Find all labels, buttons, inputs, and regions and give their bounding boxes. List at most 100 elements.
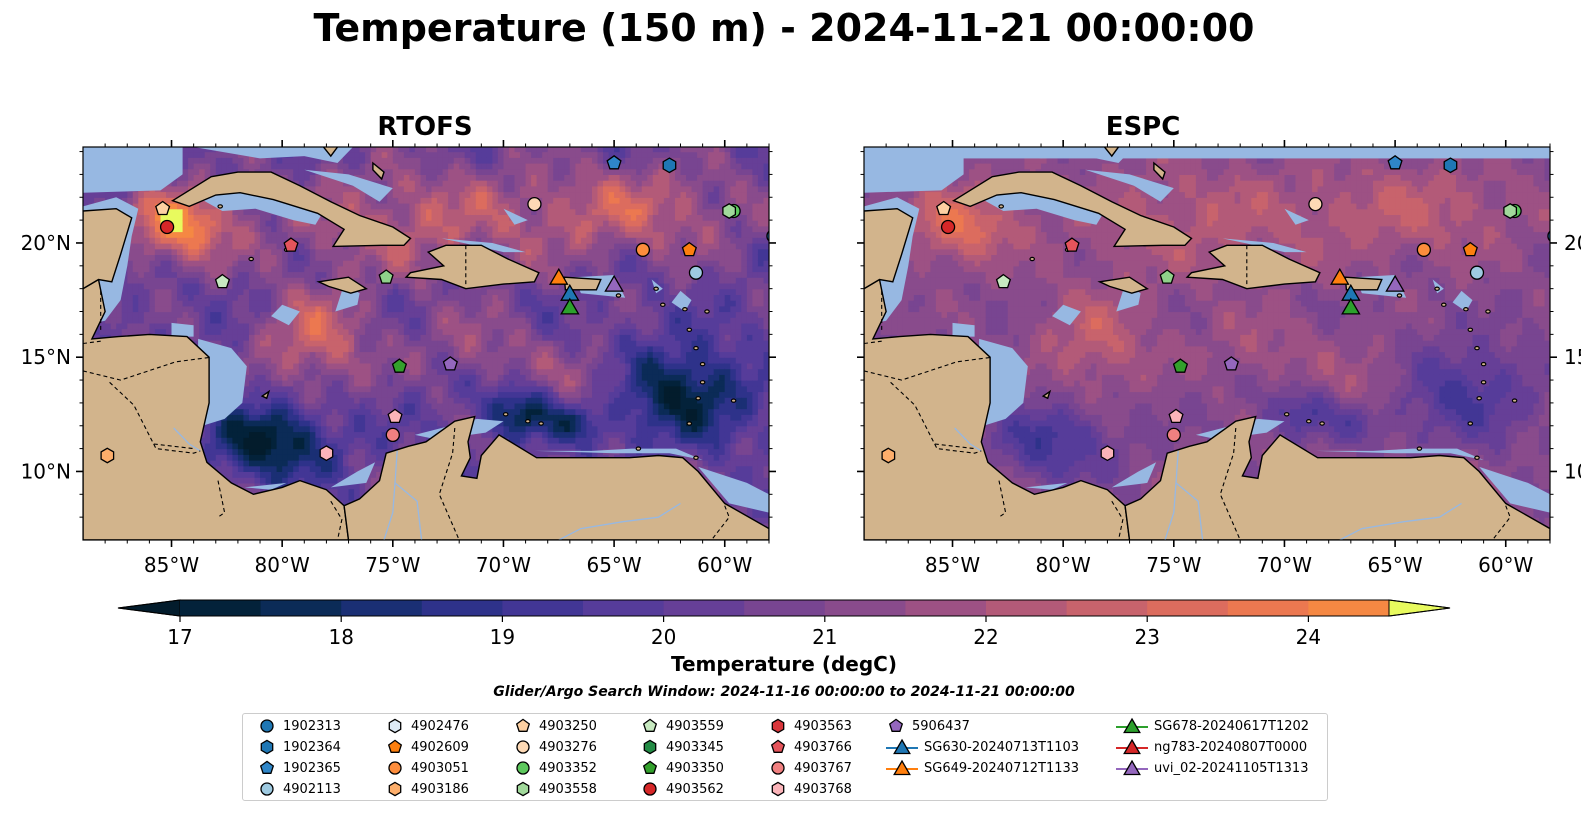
legend-pentagon-icon (387, 739, 403, 753)
lat-tick-label: 20°N (21, 231, 71, 255)
legend-hexagon-icon (388, 718, 402, 734)
glider-marker (1341, 297, 1361, 315)
legend-hexagon-icon (388, 781, 402, 797)
legend-circle-icon (388, 761, 402, 775)
land-isla (1041, 389, 1052, 400)
legend-circle-icon (516, 740, 530, 754)
float-marker (1168, 408, 1184, 424)
legend-label: 4903562 (666, 781, 724, 797)
colorbar-tick-label: 18 (328, 625, 353, 649)
legend-label: uvi_02-20241105T1313 (1154, 760, 1309, 776)
colorbar-bin (180, 600, 262, 616)
legend-pentagon-icon (642, 718, 658, 732)
lon-tick-label: 60°W (1478, 553, 1533, 577)
legend-entry: uvi_02-20241105T1313 (1116, 758, 1308, 778)
legend-pentagon-icon (259, 760, 275, 774)
colorbar-bin (986, 600, 1068, 616)
legend-entry: 4903345 (640, 737, 724, 757)
lon-tick-label: 60°W (697, 553, 752, 577)
legend-glider-icon (1123, 738, 1141, 755)
legend-entry: 4903350 (640, 758, 724, 778)
float-marker (606, 154, 622, 170)
legend-hexagon-icon (643, 739, 657, 755)
float-marker (635, 242, 651, 257)
colorbar-bin (341, 600, 423, 616)
float-marker (1223, 356, 1239, 371)
rtofs-map: 85°W 80°W 75°W 70°W 65°W 60°W 10°N 15°N 20°N (21, 140, 776, 577)
colorbar-bin (744, 600, 826, 616)
lon-tick-label: 85°W (144, 553, 199, 577)
colorbar-tick-label: 22 (973, 625, 998, 649)
lat-tick-label: 15°N (21, 345, 71, 369)
land-southAmerica (343, 415, 769, 540)
legend-label: 4903051 (411, 760, 469, 776)
float-marker (936, 200, 952, 216)
float-marker (159, 219, 175, 235)
float-marker (881, 447, 896, 464)
legend-label: ng783-20240807T0000 (1154, 739, 1308, 755)
legend-entry: 4903563 (768, 716, 852, 736)
float-marker (1172, 358, 1189, 373)
legend-label: 4903352 (539, 760, 597, 776)
colorbar-bin (421, 600, 503, 616)
legend-circle-icon (260, 782, 274, 796)
land-yucatan (864, 207, 914, 290)
legend-label: 4903350 (666, 760, 724, 776)
colorbar-bin (502, 600, 584, 616)
legend-label: 4903276 (539, 739, 597, 755)
legend-entry: 4903768 (768, 779, 852, 799)
legend-entry: 4903250 (513, 716, 597, 736)
float-marker (1100, 445, 1115, 462)
legend-label: 4903767 (794, 760, 852, 776)
glider-marker (1329, 267, 1350, 285)
legend-label: 4902113 (283, 781, 341, 797)
legend-pentagon-icon (770, 739, 786, 753)
temperature-colorbar: 17 18 19 20 21 22 23 24 (117, 599, 1451, 649)
legend-entry: 4903766 (768, 737, 852, 757)
float-marker (1387, 154, 1403, 170)
legend-entry: 5906437 (886, 716, 970, 736)
float-marker (527, 196, 542, 212)
float-marker (100, 447, 115, 464)
legend-label: 4902476 (411, 718, 469, 734)
lon-tick-label: 75°W (1146, 553, 1201, 577)
glider-marker (604, 274, 624, 292)
colorbar-over-arrow (1388, 599, 1451, 617)
land-bahamas2 (372, 161, 385, 181)
legend-pentagon-icon (642, 760, 658, 774)
temperature-field (864, 147, 1550, 540)
colorbar-label: Temperature (degC) (671, 652, 897, 676)
panel-title-rtofs: RTOFS (377, 112, 473, 142)
land-puertoRico (563, 276, 602, 291)
land-hispaniola (404, 244, 540, 290)
float-marker (995, 273, 1012, 289)
land-centralAmerica (864, 278, 1131, 540)
legend-label: 4903250 (539, 718, 597, 734)
search-window-text: Glider/Argo Search Window: 2024-11-16 00… (493, 684, 1075, 700)
float-marker (442, 356, 458, 371)
figure-title: Temperature (150 m) - 2024-11-21 00:00:0… (313, 6, 1255, 50)
float-marker (1469, 265, 1485, 280)
legend-label: 4903186 (411, 781, 469, 797)
legend-entry: SG630-20240713T1103 (886, 737, 1079, 757)
float-marker (385, 427, 400, 443)
legend-label: SG630-20240713T1103 (924, 739, 1080, 755)
land-hispaniola (1185, 244, 1321, 290)
legend-label: 1902364 (283, 739, 341, 755)
legend: 1902313 1902364 1902365 4902113 4902476 49026… (242, 713, 1328, 801)
legend-circle-icon (516, 761, 530, 775)
glider-marker (548, 267, 569, 285)
lon-tick-label: 70°W (476, 553, 531, 577)
legend-entry: 4903186 (385, 779, 469, 799)
colorbar-bin (583, 600, 665, 616)
float-marker (155, 200, 171, 216)
legend-entry: 4903276 (513, 737, 597, 757)
land-southAmerica (1124, 415, 1550, 540)
glider-marker (1385, 274, 1405, 292)
temperature-field (83, 147, 769, 540)
legend-label: 1902313 (283, 718, 341, 734)
lat-tick-label: 15°N (1564, 345, 1581, 369)
legend-label: SG649-20240712T1133 (924, 760, 1080, 776)
float-marker (214, 273, 231, 289)
float-marker (387, 408, 403, 424)
